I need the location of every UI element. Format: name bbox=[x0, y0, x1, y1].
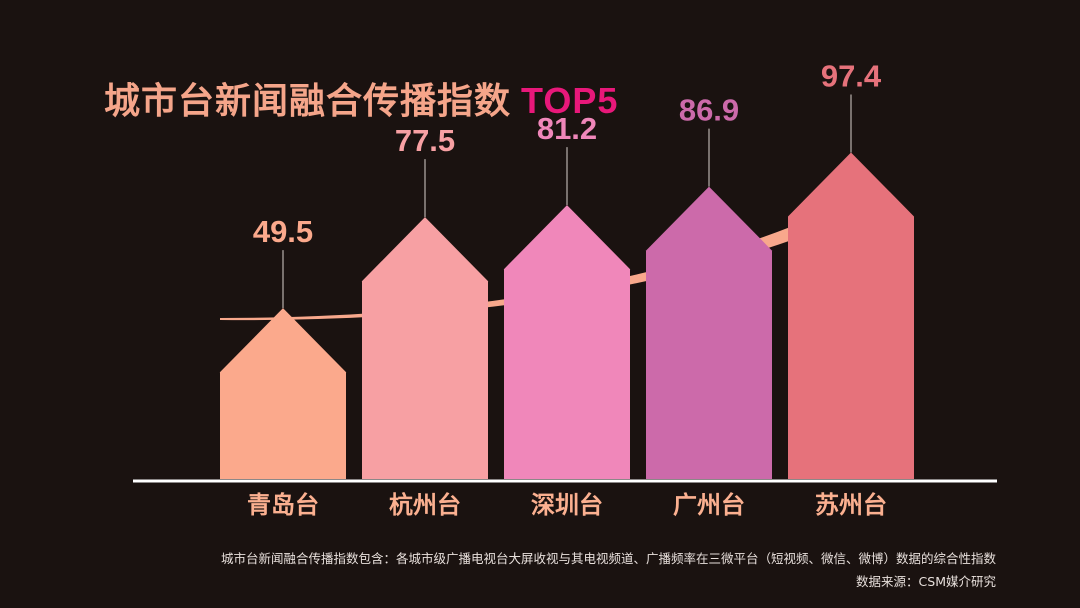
definition-note: 城市台新闻融合传播指数包含：各城市级广播电视台大屏收视与其电视频道、广播频率在三… bbox=[220, 551, 996, 566]
title-main: 城市台新闻融合传播指数 bbox=[104, 81, 512, 122]
bar-4 bbox=[646, 186, 772, 479]
bar-2 bbox=[362, 217, 488, 479]
bar-1 bbox=[220, 308, 346, 479]
value-label: 77.5 bbox=[395, 123, 455, 158]
category-label: 青岛台 bbox=[247, 491, 319, 519]
value-label: 81.2 bbox=[537, 111, 597, 146]
chart-title: 城市台新闻融合传播指数 TOP5 bbox=[104, 72, 618, 124]
source-note: 数据来源：CSM媒介研究 bbox=[856, 574, 996, 589]
title-accent: TOP5 bbox=[521, 80, 619, 121]
bar-3 bbox=[504, 205, 630, 479]
category-label: 苏州台 bbox=[815, 491, 887, 519]
category-label: 杭州台 bbox=[389, 491, 461, 519]
value-label: 49.5 bbox=[253, 214, 313, 249]
value-label: 86.9 bbox=[679, 93, 739, 128]
category-label: 深圳台 bbox=[531, 491, 603, 519]
value-label: 97.4 bbox=[821, 58, 882, 93]
category-label: 广州台 bbox=[673, 491, 745, 519]
bar-5 bbox=[788, 152, 914, 479]
